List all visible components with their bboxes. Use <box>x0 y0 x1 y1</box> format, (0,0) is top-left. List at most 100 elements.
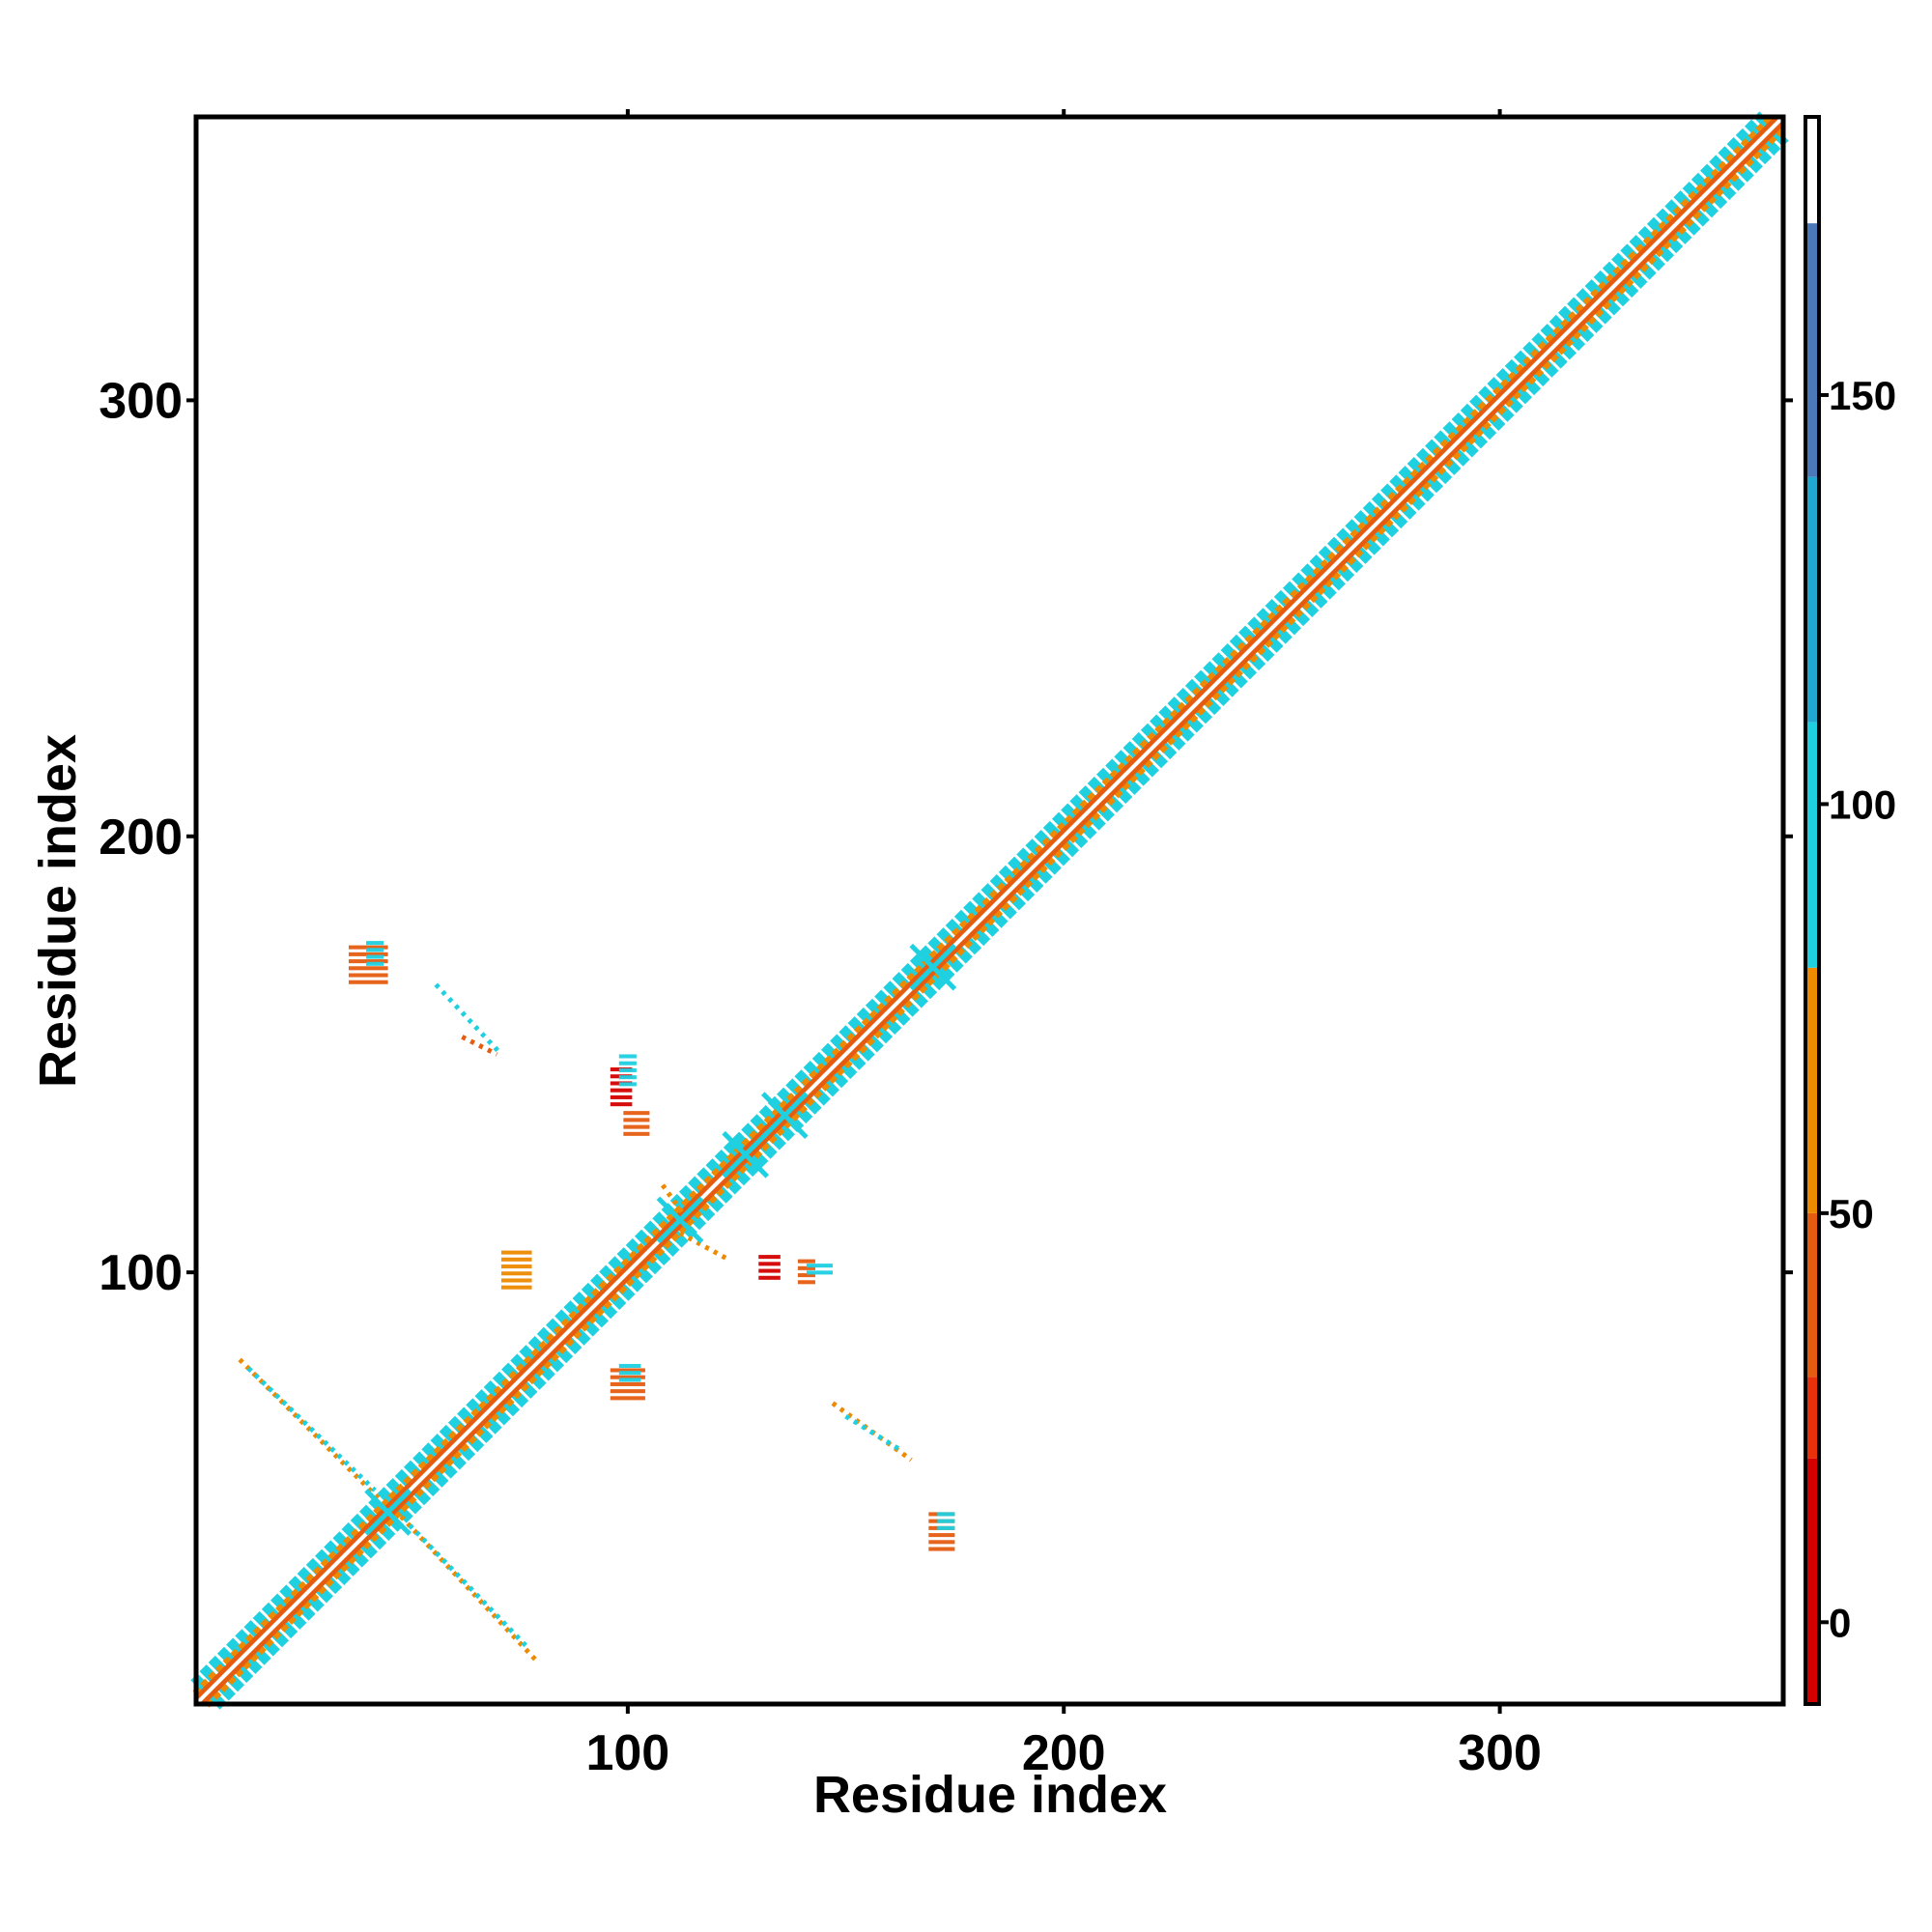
colorbar-band <box>1805 1377 1819 1459</box>
x-axis-title: Residue index <box>813 1766 1167 1824</box>
x-tick-label: 200 <box>1022 1725 1106 1781</box>
contact-patch-cell <box>610 1389 645 1394</box>
diagonal-band-stripe <box>190 111 1771 1691</box>
colorbar-band <box>1805 722 1819 968</box>
contact-patch-cell <box>928 1547 955 1551</box>
x-tick-label: 100 <box>585 1725 669 1781</box>
colorbar-tick-label: 150 <box>1829 373 1896 418</box>
crossing-mark <box>909 943 957 991</box>
colorbar: 0 50 100 150 <box>1804 115 1896 1706</box>
contact-patch-cell <box>797 1259 815 1264</box>
crossing-mark <box>761 1092 809 1139</box>
colorbar-band <box>1805 223 1819 477</box>
contact-line <box>246 1366 377 1492</box>
contact-patch-cell <box>623 1118 650 1122</box>
diagonal-band-stripe <box>209 129 1789 1710</box>
contact-patch-cell <box>937 1512 955 1517</box>
contact-patch-cell <box>366 941 384 946</box>
colorbar-tick-label: 50 <box>1829 1191 1874 1236</box>
contact-patch-cell <box>618 1378 641 1382</box>
contact-patch-cell <box>500 1285 532 1290</box>
contact-patch-cell <box>500 1250 532 1255</box>
crossing-mark <box>722 1130 770 1179</box>
contact-patch-cell <box>366 954 384 959</box>
contact-patch-cell <box>348 945 388 950</box>
contact-patch-cell <box>623 1131 650 1136</box>
axis-ticks: 100 200 300 100 200 300 <box>99 109 1793 1781</box>
y-tick-label: 300 <box>99 373 183 429</box>
contact-patch-cell <box>348 952 388 956</box>
contact-patch <box>623 1111 650 1136</box>
contact-patch <box>610 1368 645 1401</box>
diagonal-band-stripe <box>194 115 1785 1706</box>
contact-patch <box>348 945 388 984</box>
contact-patch-cell <box>610 1088 633 1093</box>
contact-line <box>461 1035 498 1057</box>
colorbar-frame <box>1804 115 1821 1706</box>
contact-patch-cell <box>500 1278 532 1283</box>
colorbar-tick-label: 100 <box>1829 781 1896 827</box>
contact-patch-cell <box>610 1368 645 1373</box>
heatmap-layer <box>190 111 1789 1710</box>
contact-patch-cell <box>610 1094 633 1099</box>
contact-patch-cell <box>806 1264 834 1268</box>
contact-patch <box>618 1054 637 1087</box>
contact-patch <box>937 1512 955 1530</box>
contact-patch-cell <box>618 1061 637 1065</box>
contact-patch-cell <box>366 948 384 952</box>
contact-patch-cell <box>618 1054 637 1059</box>
contact-patch-cell <box>758 1275 781 1280</box>
contact-patch <box>758 1255 781 1280</box>
crossing-mark <box>656 1196 704 1244</box>
colorbar-band <box>1805 967 1819 1213</box>
colorbar-tick-label: 0 <box>1829 1600 1851 1645</box>
y-tick-label: 100 <box>99 1245 183 1301</box>
contact-patch-cell <box>618 1067 637 1072</box>
contact-patch-cell <box>623 1124 650 1129</box>
contact-patch-cell <box>348 973 388 978</box>
y-axis-title: Residue index <box>29 734 87 1088</box>
colorbar-band <box>1805 476 1819 723</box>
contact-patch-cell <box>806 1270 834 1275</box>
contact-patch-cell <box>618 1075 637 1080</box>
contact-patch-cell <box>500 1257 532 1262</box>
colorbar-band <box>1805 1212 1819 1378</box>
contact-patch-cell <box>797 1280 815 1285</box>
contact-patch <box>618 1363 641 1382</box>
colorbar-band <box>1805 1458 1819 1704</box>
x-tick-label: 300 <box>1458 1725 1542 1781</box>
contact-patch-cell <box>348 980 388 984</box>
contact-line <box>660 1183 687 1217</box>
contact-patch-cell <box>928 1540 955 1545</box>
contact-patch-cell <box>928 1533 955 1538</box>
y-tick-label: 200 <box>99 810 183 866</box>
contact-patch-cell <box>937 1519 955 1523</box>
diagonal-band-stripe <box>198 119 1786 1707</box>
contact-patch-cell <box>610 1381 645 1386</box>
contact-patch-cell <box>610 1396 645 1401</box>
contact-patch <box>366 941 384 966</box>
contact-patch-cell <box>348 966 388 971</box>
contact-patch-cell <box>610 1102 633 1107</box>
contact-patch-cell <box>618 1371 641 1376</box>
contact-patch <box>806 1264 834 1275</box>
crossing-mark <box>364 1489 412 1536</box>
contact-patch-cell <box>758 1255 781 1260</box>
contact-patch-cell <box>610 1375 645 1379</box>
contact-line <box>434 982 503 1057</box>
contact-line <box>238 1357 394 1515</box>
colorbar-band <box>1805 117 1819 224</box>
contact-patch-cell <box>623 1111 650 1116</box>
contact-patch-cell <box>500 1271 532 1276</box>
contact-patch-cell <box>797 1265 815 1270</box>
contact-patch <box>500 1250 532 1290</box>
contact-patch-cell <box>348 959 388 964</box>
diagonal-band-stripe <box>193 114 1781 1702</box>
contact-patch-cell <box>366 961 384 966</box>
contact-patch-cell <box>758 1268 781 1273</box>
contact-patch-cell <box>500 1264 532 1269</box>
contact-patch-cell <box>797 1273 815 1278</box>
contact-patch-cell <box>758 1262 781 1266</box>
contact-patch-cell <box>618 1363 641 1368</box>
